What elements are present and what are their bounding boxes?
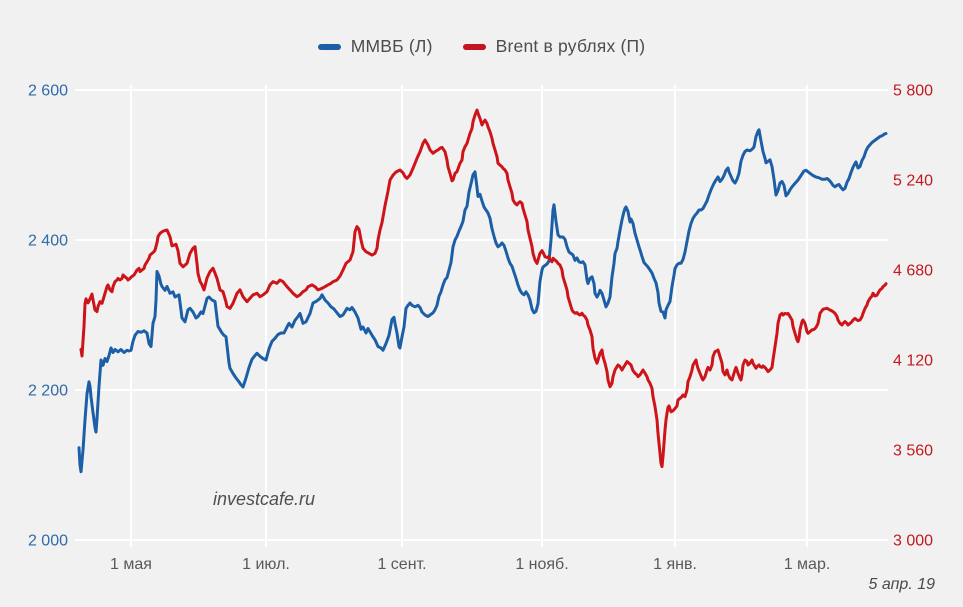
- x-axis-label: 1 янв.: [653, 556, 697, 573]
- legend-swatch: [462, 43, 486, 50]
- legend-swatch: [317, 43, 341, 50]
- x-axis-label: 1 июл.: [242, 556, 290, 573]
- watermark: investcafe.ru: [213, 489, 316, 509]
- legend-item: ММВБ (Л): [317, 36, 433, 57]
- gridlines: [75, 85, 888, 547]
- right-axis-label: 3 560: [893, 443, 933, 460]
- legend: ММВБ (Л) Brent в рублях (П): [0, 36, 963, 57]
- legend-label: Brent в рублях (П): [495, 36, 646, 56]
- right-axis-label: 5 800: [893, 83, 933, 100]
- right-axis-label: 3 000: [893, 533, 933, 550]
- x-axis-label: 1 нояб.: [515, 556, 568, 573]
- left-axis-label: 2 200: [28, 383, 68, 400]
- left-axis-label: 2 600: [28, 83, 68, 100]
- left-axis-label: 2 400: [28, 233, 68, 250]
- mmvb-line: [77, 128, 888, 474]
- right-axis-label: 4 680: [893, 263, 933, 280]
- x-axis-label: 1 мая: [110, 556, 152, 573]
- legend-label: ММВБ (Л): [350, 36, 433, 56]
- date-stamp: 5 апр. 19: [868, 576, 935, 593]
- x-axis-label: 1 сент.: [377, 556, 426, 573]
- series-lines: [77, 108, 888, 474]
- axis-labels: 2 600 2 400 2 200 2 000 5 800 5 240 4 680 4 120…: [28, 83, 933, 574]
- right-axis-label: 4 120: [893, 353, 933, 370]
- right-axis-label: 5 240: [893, 173, 933, 190]
- left-axis-label: 2 000: [28, 533, 68, 550]
- legend-item: Brent в рублях (П): [462, 36, 646, 57]
- brent-line: [79, 108, 888, 469]
- x-axis-label: 1 мар.: [784, 556, 831, 573]
